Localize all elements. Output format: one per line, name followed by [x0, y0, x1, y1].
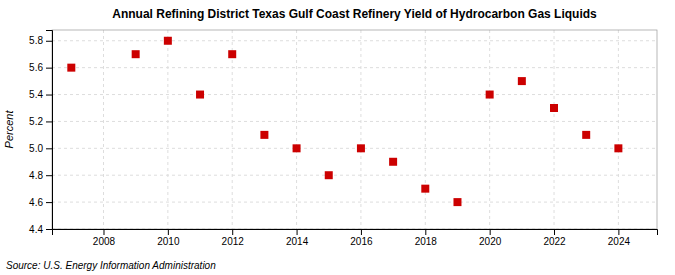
x-axis-tick-label: 2008 — [93, 236, 116, 247]
grid — [52, 30, 657, 229]
x-axis-tick: 2020 — [479, 229, 502, 247]
point — [228, 50, 236, 58]
x-axis-tick-label: 2022 — [543, 236, 566, 247]
point — [614, 144, 622, 152]
point — [67, 64, 75, 72]
x-axis-tick: 2024 — [608, 229, 631, 247]
x-axis-tick-mark — [103, 229, 104, 235]
y-axis-tick: 5.8 — [29, 35, 52, 46]
y-axis-tick: 4.4 — [29, 224, 52, 235]
y-axis-tick-label: 5.8 — [29, 35, 43, 46]
x-axis-tick-mark — [297, 229, 298, 235]
grid-line-y — [52, 121, 657, 122]
grid-line-y — [52, 175, 657, 176]
y-axis-tick-label: 5.0 — [29, 143, 43, 154]
x-axis-tick: 2016 — [350, 229, 373, 247]
grid-line-x — [425, 30, 426, 229]
grid-line-y — [52, 148, 657, 149]
x-axis-tick-label: 2018 — [415, 236, 438, 247]
plot: 2008201020122014201620182020202220244.44… — [29, 30, 657, 247]
y-axis-tick-label: 5.6 — [29, 62, 43, 73]
x-axis-tick-mark — [618, 229, 619, 235]
grid-line-y — [52, 67, 657, 68]
y-axis-tick-mark — [46, 229, 52, 230]
y-axis-tick: 5.4 — [29, 89, 52, 100]
x-axis-tick-mark — [168, 229, 169, 235]
y-axis-tick-label: 4.8 — [29, 170, 43, 181]
point — [325, 171, 333, 179]
point — [550, 104, 558, 112]
y-axis-tick-label: 4.6 — [29, 197, 43, 208]
points — [67, 37, 622, 206]
grid-line-y — [52, 94, 657, 95]
y-axis-tick-mark — [46, 175, 52, 176]
y-axis-tick-mark — [46, 41, 52, 42]
point — [453, 198, 461, 206]
point — [518, 77, 526, 85]
y-axis-tick-mark — [46, 202, 52, 203]
y-axis-tick: 5.2 — [29, 116, 52, 127]
y-axis-tick: 5.0 — [29, 143, 52, 154]
y-axis-tick: 4.8 — [29, 170, 52, 181]
y-axis-line — [46, 31, 53, 230]
x-axis-tick-label: 2016 — [350, 236, 373, 247]
grid-line-x — [489, 30, 490, 229]
point — [132, 50, 140, 58]
title: Annual Refining District Texas Gulf Coas… — [112, 7, 597, 21]
y-axis-title: Percent — [3, 110, 15, 149]
x-axis-tick-mark — [554, 229, 555, 235]
y-axis-tick: 5.6 — [29, 62, 52, 73]
x-axis-tick-mark — [490, 229, 491, 235]
x-axis-tick: 2022 — [543, 229, 566, 247]
x-axis-tick-mark — [425, 229, 426, 235]
y-axis: 4.4 4.6 4.8 5.0 5.2 5.4 5.6 5.8 — [29, 31, 52, 235]
grid-line-x — [554, 30, 555, 229]
y-axis-tick-label: 5.2 — [29, 116, 43, 127]
grid-line-x — [232, 30, 233, 229]
source: Source: U.S. Energy Information Administ… — [6, 260, 216, 271]
y-axis-tick-label: 4.4 — [29, 224, 43, 235]
x-axis-tick-label: 2010 — [157, 236, 180, 247]
y-axis-tick-label: 5.4 — [29, 89, 43, 100]
x-axis-tick: 2012 — [222, 229, 245, 247]
chart: 2008201020122014201620182020202220244.44… — [0, 0, 675, 275]
y-axis-tick-mark — [46, 148, 52, 149]
point — [196, 91, 204, 99]
grid-line-x — [360, 30, 361, 229]
point — [486, 91, 494, 99]
x-axis-tick: 2010 — [157, 229, 180, 247]
point — [421, 185, 429, 193]
y-axis-tick-mark — [46, 95, 52, 96]
point — [582, 131, 590, 139]
grid-line-x — [167, 30, 168, 229]
x-axis-tick-label: 2020 — [479, 236, 502, 247]
x-axis-tick-label: 2024 — [608, 236, 631, 247]
x-axis-tick: 2018 — [415, 229, 438, 247]
grid-line-x — [296, 30, 297, 229]
y-axis-tick-mark — [46, 68, 52, 69]
plot-frame — [52, 30, 657, 229]
grid-line-y — [52, 40, 657, 41]
point — [357, 144, 365, 152]
point — [389, 158, 397, 166]
x-axis-tick: 2008 — [93, 229, 116, 247]
grid-line-x — [103, 30, 104, 229]
point — [260, 131, 268, 139]
x-axis-line — [53, 230, 658, 236]
point — [293, 144, 301, 152]
x-axis-tick-label: 2014 — [286, 236, 309, 247]
y-axis-tick-mark — [46, 121, 52, 122]
x-axis-tick-label: 2012 — [222, 236, 245, 247]
x-axis-tick-mark — [361, 229, 362, 235]
point — [164, 37, 172, 45]
y-axis-tick: 4.6 — [29, 197, 52, 208]
x-axis: 2008 2010 2012 2014 2016 2018 2020 2022 2024 — [53, 229, 658, 247]
grid-line-x — [618, 30, 619, 229]
grid-line-y — [52, 202, 657, 203]
x-axis-tick: 2014 — [286, 229, 309, 247]
x-axis-tick-mark — [232, 229, 233, 235]
